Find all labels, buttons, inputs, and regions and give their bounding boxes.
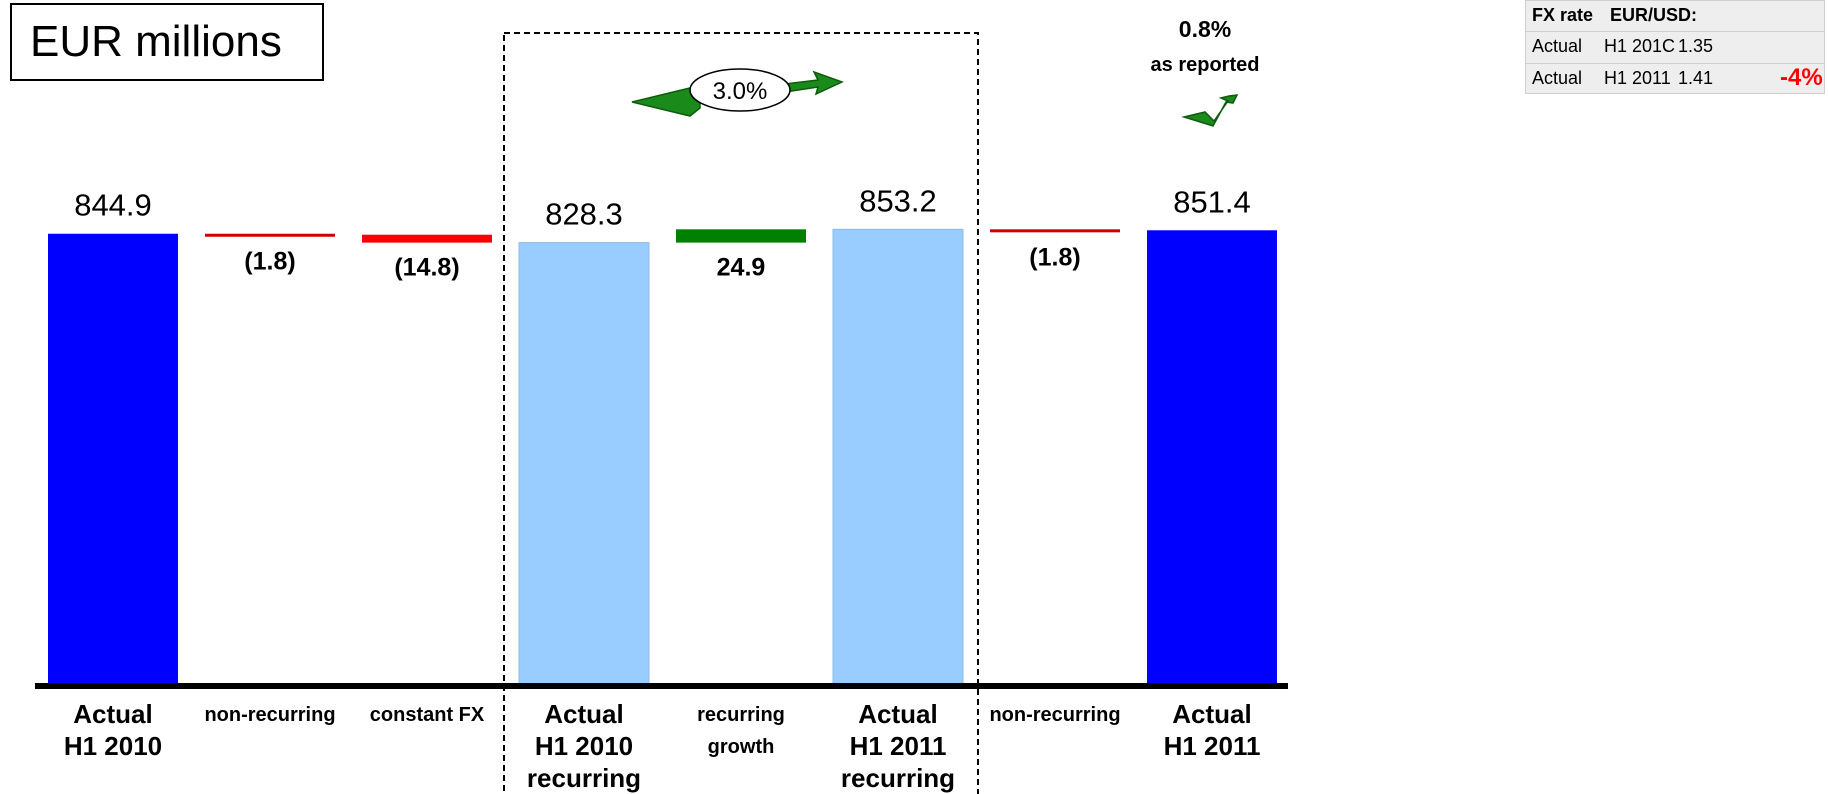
category-label: recurring xyxy=(527,763,641,793)
fx-row-period: H1 2011 xyxy=(1604,68,1671,88)
fx-row-rate: 1.41 xyxy=(1678,68,1714,88)
bar-value-label: 853.2 xyxy=(859,183,937,218)
fx-row-label: Actual xyxy=(1532,68,1583,88)
fx-change-value: -4% xyxy=(1780,64,1823,91)
reported-growth-value: 0.8% xyxy=(1179,16,1231,42)
growth-arrow-head-icon xyxy=(784,70,844,96)
fx-header-label: FX rate xyxy=(1532,5,1594,25)
recurring-total-bar xyxy=(832,228,964,686)
fx-divider xyxy=(1526,31,1824,32)
category-label: Actual xyxy=(73,699,152,729)
decrease-bar xyxy=(990,229,1120,233)
decrease-bar xyxy=(205,233,335,237)
decrease-bar xyxy=(362,234,492,243)
fx-row-2010: Actual H1 201C 1.35 xyxy=(1526,32,1824,62)
category-label: H1 2011 xyxy=(1164,731,1261,761)
recurring-growth-value: 3.0% xyxy=(713,78,768,105)
recurring-section-frame xyxy=(503,32,979,794)
category-label: H1 2011 xyxy=(850,731,947,761)
fx-row-2011: Actual H1 2011 1.41 -4% xyxy=(1526,64,1824,94)
category-label: non-recurring xyxy=(204,704,335,726)
fx-divider xyxy=(1526,63,1824,64)
fx-row-rate: 1.35 xyxy=(1678,36,1714,56)
fx-header-row: FX rate EUR/USD: xyxy=(1526,1,1824,31)
bar-value-label: 828.3 xyxy=(545,197,623,232)
category-label: recurring xyxy=(841,763,955,793)
category-label: Actual xyxy=(1172,699,1251,729)
total-bar xyxy=(1147,230,1277,685)
fx-header-pair: EUR/USD: xyxy=(1610,5,1698,25)
total-bar xyxy=(48,233,178,686)
growth-callout-ellipse xyxy=(689,68,791,112)
reported-growth-label: as reported xyxy=(1151,54,1260,76)
bar-value-label: (1.8) xyxy=(244,248,295,276)
bar-value-label: (1.8) xyxy=(1029,243,1080,271)
category-label: constant FX xyxy=(370,704,485,726)
increase-bar xyxy=(676,229,806,243)
category-label: Actual xyxy=(858,699,937,729)
recurring-total-bar xyxy=(518,242,650,686)
reported-growth-arrow-icon xyxy=(1181,94,1239,127)
category-label: non-recurring xyxy=(989,704,1120,726)
fx-row-period: H1 201C xyxy=(1604,36,1676,56)
x-axis-line xyxy=(35,683,1288,689)
bar-value-label: (14.8) xyxy=(394,254,459,282)
fx-rate-table: FX rate EUR/USD: Actual H1 201C 1.35 Act… xyxy=(1525,0,1825,94)
unit-label: EUR millions xyxy=(10,3,324,81)
bar-value-label: 24.9 xyxy=(717,254,766,282)
category-label: growth xyxy=(708,736,775,758)
bar-value-label: 851.4 xyxy=(1173,184,1251,219)
bar-value-label: 844.9 xyxy=(74,188,152,223)
category-label: recurring xyxy=(697,704,785,726)
category-label: Actual xyxy=(544,699,623,729)
category-label: H1 2010 xyxy=(535,731,633,761)
fx-row-label: Actual xyxy=(1532,36,1583,56)
category-label: H1 2010 xyxy=(64,731,162,761)
